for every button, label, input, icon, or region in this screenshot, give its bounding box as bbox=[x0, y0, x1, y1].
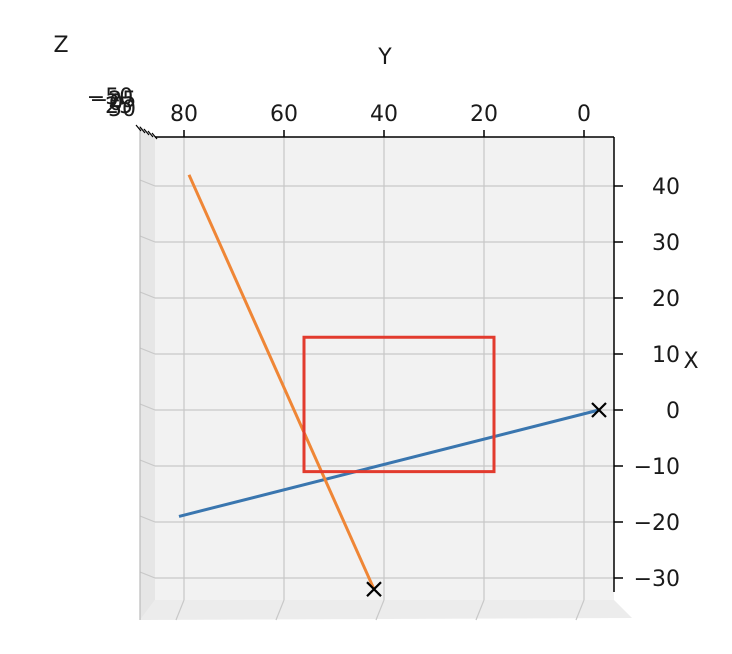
z-tick-label-0: −50 bbox=[87, 85, 133, 110]
grid-floor-y-2 bbox=[375, 599, 385, 621]
series-2-rectangle bbox=[302, 335, 496, 474]
x-tick-label-3: 10 bbox=[652, 343, 680, 368]
grid-lines bbox=[139, 137, 614, 621]
axis-labels: 80 60 40 20 0403020100−10−20−30−50−2502550YX… bbox=[53, 33, 698, 592]
grid-floor-y-1 bbox=[275, 599, 285, 621]
axis-frame bbox=[135, 124, 623, 620]
z-tick-label-4: 50 bbox=[108, 97, 136, 122]
grid-side-x-2 bbox=[139, 291, 156, 299]
grid-side-x-5 bbox=[139, 459, 156, 467]
z-tick-1 bbox=[139, 126, 146, 134]
series-0-end-marker bbox=[591, 402, 607, 418]
plot-pane bbox=[140, 126, 632, 620]
data-marks bbox=[178, 174, 607, 597]
grid-floor-y-0 bbox=[175, 599, 185, 621]
grid-side-x-7 bbox=[139, 571, 156, 579]
z-tick-4 bbox=[151, 132, 158, 140]
x-tick-label-5: −10 bbox=[634, 455, 680, 480]
grid-floor-y-4 bbox=[575, 599, 585, 621]
pane-floor bbox=[140, 600, 632, 620]
grid-side-x-3 bbox=[139, 347, 156, 355]
z-tick-3 bbox=[147, 130, 154, 138]
z-axis-title: Z bbox=[53, 33, 68, 58]
x-axis-title: X bbox=[683, 349, 698, 374]
series-0-line bbox=[178, 408, 600, 518]
grid-side-x-4 bbox=[139, 403, 156, 411]
z-tick-0 bbox=[135, 124, 142, 132]
series-1-end-marker bbox=[366, 581, 382, 597]
y-tick-label-3: 20 bbox=[470, 102, 498, 127]
z-tick-label-1: −25 bbox=[90, 88, 136, 113]
y-tick-label-2: 40 bbox=[370, 102, 398, 127]
y-tick-label-1: 60 bbox=[270, 102, 298, 127]
y-tick-label-4: 0 bbox=[577, 102, 591, 127]
z-tick-label-2: 0 bbox=[109, 91, 123, 116]
z-tick-2 bbox=[143, 128, 150, 136]
grid-side-x-0 bbox=[139, 179, 156, 187]
grid-floor-y-3 bbox=[475, 599, 485, 621]
x-tick-label-2: 20 bbox=[652, 287, 680, 312]
z-tick-label-3: 25 bbox=[105, 94, 133, 119]
y-axis-title: Y bbox=[377, 45, 392, 70]
x-tick-label-4: 0 bbox=[666, 399, 680, 424]
y-tick-label-0: 80 bbox=[170, 102, 198, 127]
grid-side-x-6 bbox=[139, 515, 156, 523]
series-1-line bbox=[187, 174, 376, 590]
x-tick-label-0: 40 bbox=[652, 175, 680, 200]
grid-side-x-1 bbox=[139, 235, 156, 243]
x-tick-label-1: 30 bbox=[652, 231, 680, 256]
pane-side bbox=[140, 126, 155, 620]
x-tick-label-6: −20 bbox=[634, 511, 680, 536]
x-tick-label-7: −30 bbox=[634, 567, 680, 592]
